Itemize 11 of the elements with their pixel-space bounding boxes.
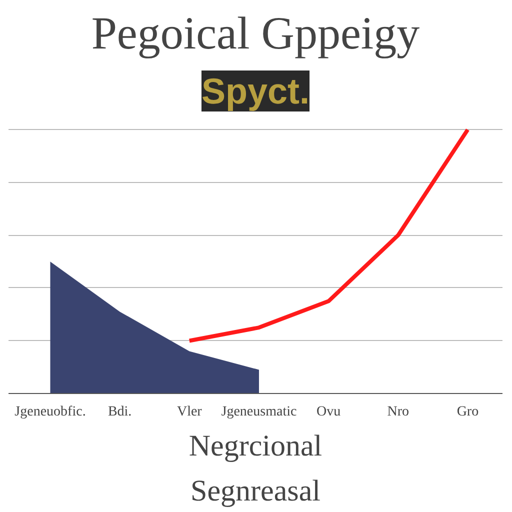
x-tick-label: Jgeneuobfic.: [14, 404, 86, 420]
x-tick-label: Jgeneusmatic: [221, 404, 297, 420]
x-tick-label: Nro: [387, 404, 410, 420]
x-tick-label: Vler: [176, 404, 202, 420]
text: Segnreasal: [190, 474, 320, 508]
chart-title: Pegoical Gppeigy: [91, 8, 420, 58]
chart-subtitle: Spyct.: [201, 70, 310, 112]
text: Negrcional: [188, 430, 322, 462]
x-tick-label: Gro: [456, 404, 479, 420]
x-tick-label: Ovu: [316, 404, 341, 420]
x-tick-label: Bdi.: [108, 404, 132, 420]
